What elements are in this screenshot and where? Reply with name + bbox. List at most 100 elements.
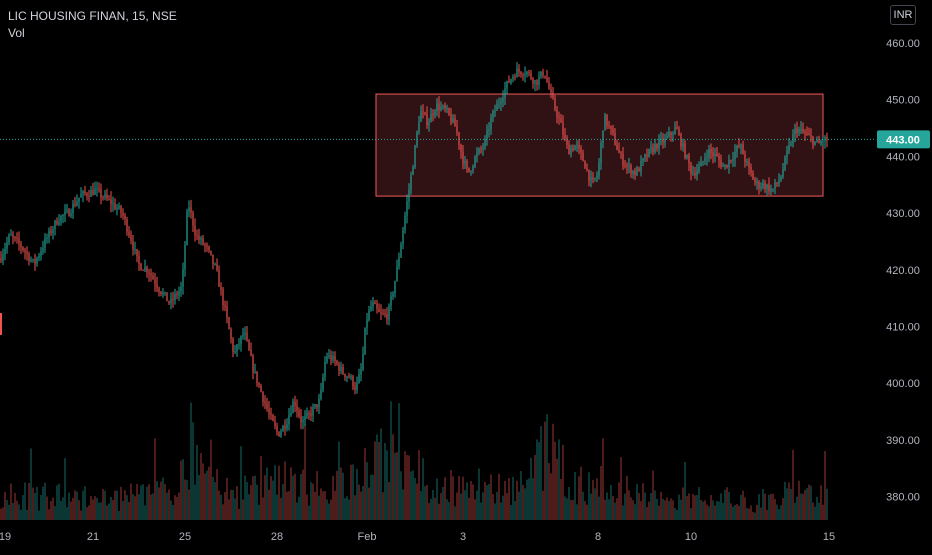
candle-body	[756, 182, 758, 184]
volume-bar	[112, 499, 114, 520]
volume-bar	[806, 487, 808, 520]
candle-body	[54, 220, 56, 230]
candle-body	[726, 164, 728, 168]
candle-body	[92, 189, 94, 195]
candle-body	[120, 206, 122, 213]
candle-body	[400, 244, 402, 258]
candle-body	[728, 160, 730, 168]
volume-bar	[674, 508, 676, 520]
symbol-title[interactable]: LIC HOUSING FINAN, 15, NSE	[8, 9, 177, 23]
volume-bar	[648, 501, 650, 520]
volume-bar	[698, 487, 700, 520]
candle-body	[436, 103, 438, 112]
volume-bar	[416, 483, 418, 520]
candle-body	[262, 391, 264, 402]
volume-bar	[222, 504, 224, 520]
volume-bar	[736, 504, 738, 520]
candle-body	[2, 254, 4, 261]
candle-body	[700, 162, 702, 167]
price-axis[interactable]: 460.00 450.00 440.00 430.00 420.00 410.00 400.…	[886, 38, 920, 504]
volume-label[interactable]: Vol	[8, 26, 25, 40]
volume-bar	[802, 493, 804, 520]
volume-bar	[538, 442, 540, 520]
volume-bar	[438, 503, 440, 520]
volume-bar	[10, 483, 12, 520]
volume-bar	[654, 490, 656, 520]
candle-body	[448, 108, 450, 115]
candle-body	[574, 145, 576, 151]
candle-body	[200, 238, 202, 240]
volume-bar	[280, 497, 282, 520]
volume-bar	[764, 493, 766, 520]
candle-body	[528, 71, 530, 73]
volume-bar	[808, 484, 810, 520]
volume-bar	[434, 497, 436, 520]
volume-bar	[734, 505, 736, 520]
last-price-marker[interactable]	[877, 130, 930, 149]
volume-bar	[596, 478, 598, 520]
candle-body	[432, 114, 434, 116]
candle-body	[152, 275, 154, 280]
volume-bar	[788, 482, 790, 520]
candle-body	[286, 424, 288, 429]
volume-bar	[710, 495, 712, 520]
candle-body	[100, 189, 102, 198]
volume-bar	[708, 506, 710, 520]
volume-bar	[340, 467, 342, 520]
candle-body	[430, 114, 432, 123]
candle-body	[116, 208, 118, 210]
volume-bar	[114, 490, 116, 520]
candle-body	[638, 168, 640, 172]
volume-bar	[662, 498, 664, 520]
time-axis[interactable]: 19 21 25 28 Feb 3 8 10 15	[0, 531, 835, 543]
candle-body	[692, 173, 694, 175]
candle-body	[52, 229, 54, 234]
candle-body	[366, 319, 368, 328]
candle-body	[128, 231, 130, 236]
candle-body	[156, 284, 158, 289]
candle-body	[632, 170, 634, 174]
candle-body	[388, 305, 390, 320]
volume-bar	[282, 483, 284, 520]
currency-badge[interactable]: INR	[890, 5, 916, 25]
volume-bar	[584, 501, 586, 520]
candle-body	[364, 327, 366, 355]
volume-bar	[338, 441, 340, 520]
price-tick-label: 400.00	[886, 378, 920, 390]
volume-bar	[414, 477, 416, 520]
candle-body	[76, 201, 78, 206]
candle-body	[766, 184, 768, 189]
volume-bar	[684, 461, 686, 520]
candle-body	[288, 415, 290, 425]
volume-bar	[26, 509, 28, 520]
volume-bar	[738, 505, 740, 520]
volume-bar	[394, 452, 396, 520]
candle-body	[518, 68, 520, 72]
candle-body	[706, 157, 708, 159]
candle-body	[744, 154, 746, 162]
candle-body	[244, 332, 246, 335]
volume-bar	[580, 466, 582, 520]
candle-body	[396, 266, 398, 282]
candle-body	[750, 167, 752, 173]
candle-body	[298, 410, 300, 417]
volume-bar	[396, 452, 398, 520]
volume-bar	[8, 504, 10, 520]
volume-bar	[0, 508, 2, 520]
volume-bar	[512, 476, 514, 520]
candle-body	[582, 152, 584, 162]
candle-body	[38, 255, 40, 258]
volume-bar	[792, 449, 794, 520]
price-tick-label: 430.00	[886, 208, 920, 220]
candle-body	[386, 313, 388, 320]
candle-body	[712, 152, 714, 156]
volume-bar	[148, 484, 150, 520]
candle-body	[308, 412, 310, 414]
volume-bar	[332, 475, 334, 520]
volume-bar	[42, 486, 44, 520]
candle-body	[28, 253, 30, 262]
candle-body	[50, 230, 52, 234]
volume-bar	[582, 491, 584, 520]
